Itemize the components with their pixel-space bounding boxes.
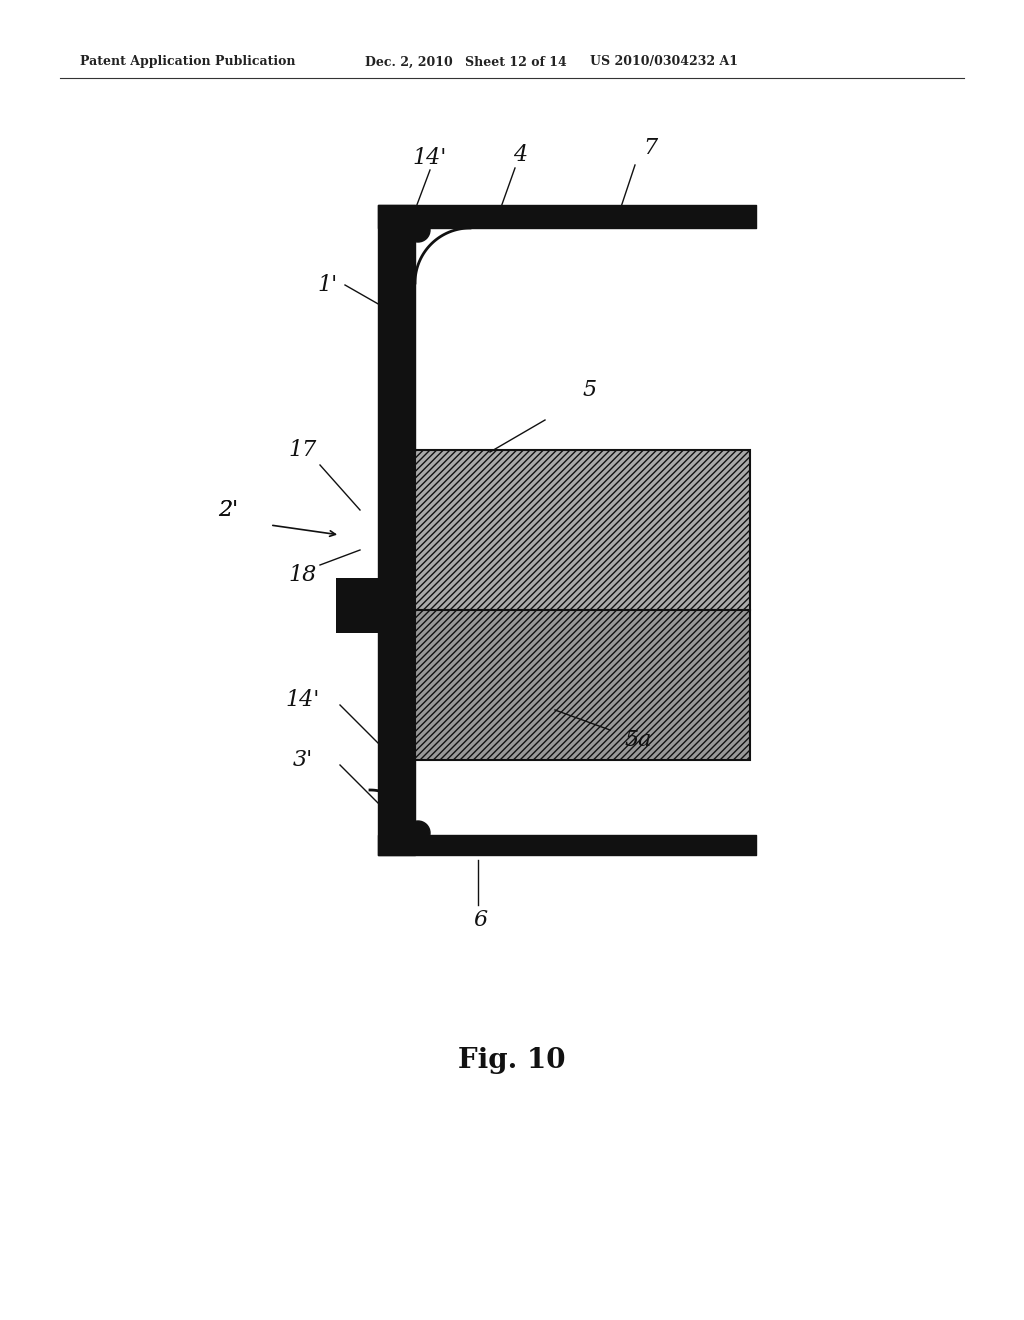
Circle shape xyxy=(406,218,430,242)
Text: Fig. 10: Fig. 10 xyxy=(459,1047,565,1073)
Text: US 2010/0304232 A1: US 2010/0304232 A1 xyxy=(590,55,738,69)
Bar xyxy=(336,578,415,632)
Text: 18: 18 xyxy=(289,564,317,586)
Text: 2': 2' xyxy=(218,499,239,521)
Text: 14': 14' xyxy=(286,689,321,711)
Text: 6: 6 xyxy=(473,909,487,931)
Text: 5a: 5a xyxy=(625,729,651,751)
Text: 5: 5 xyxy=(583,379,597,401)
Bar xyxy=(415,450,750,610)
Text: 3': 3' xyxy=(293,748,313,771)
Text: Dec. 2, 2010: Dec. 2, 2010 xyxy=(365,55,453,69)
Text: 14': 14' xyxy=(413,147,447,169)
Text: 17: 17 xyxy=(289,440,317,461)
Bar xyxy=(415,610,750,760)
Text: Sheet 12 of 14: Sheet 12 of 14 xyxy=(465,55,566,69)
Text: 4: 4 xyxy=(513,144,527,166)
Text: 7: 7 xyxy=(643,137,657,158)
Text: 1': 1' xyxy=(317,275,338,296)
Text: 2': 2' xyxy=(218,499,239,521)
Circle shape xyxy=(406,821,430,845)
Text: Patent Application Publication: Patent Application Publication xyxy=(80,55,296,69)
